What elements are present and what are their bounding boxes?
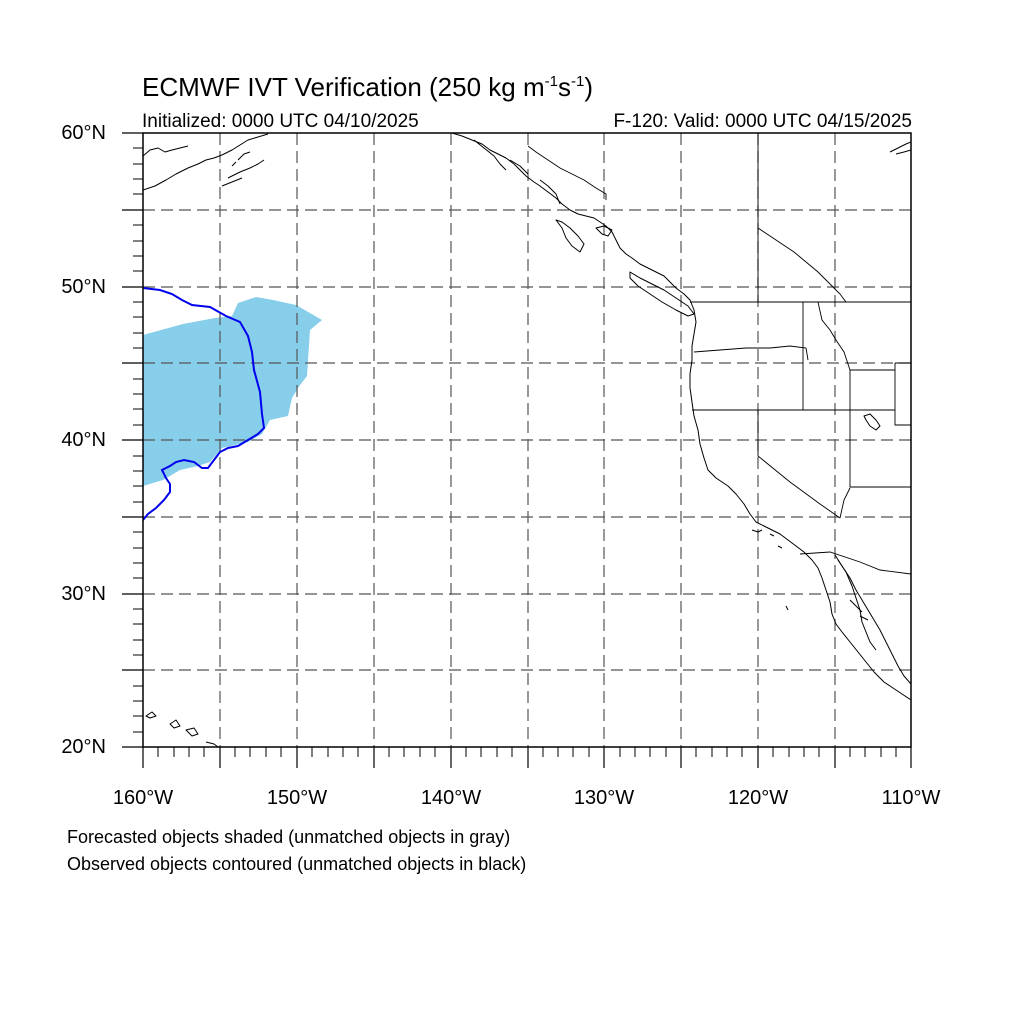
lat-label-60n: 60°N [61, 122, 106, 144]
lon-label-140w: 140°W [420, 787, 482, 809]
lon-label-130w: 130°W [573, 787, 635, 809]
graticule [143, 133, 911, 747]
initialized-time: Initialized: 0000 UTC 04/10/2025 [142, 111, 419, 132]
lon-label-150w: 150°W [266, 787, 328, 809]
lat-label-50n: 50°N [61, 276, 106, 298]
lat-label-40n: 40°N [61, 429, 106, 451]
forecast-legend-note: Forecasted objects shaded (unmatched obj… [67, 827, 511, 847]
minor-ticks [133, 147, 897, 757]
lon-label-110w: 110°W [881, 787, 941, 809]
tick-marks [122, 132, 912, 768]
political-boundaries [527, 133, 911, 575]
chart-title: ECMWF IVT Verification (250 kg m-1s-1) [142, 72, 593, 102]
lon-label-120w: 120°W [727, 787, 789, 809]
observed-object-contour [143, 287, 266, 521]
observed-legend-note: Observed objects contoured (unmatched ob… [67, 854, 527, 874]
lat-label-30n: 30°N [61, 583, 106, 605]
lon-label-160w: 160°W [112, 787, 174, 809]
forecast-object-shaded [143, 297, 322, 486]
valid-time: F-120: Valid: 0000 UTC 04/15/2025 [613, 111, 912, 132]
lat-label-20n: 20°N [61, 736, 106, 758]
coastlines [143, 133, 911, 747]
